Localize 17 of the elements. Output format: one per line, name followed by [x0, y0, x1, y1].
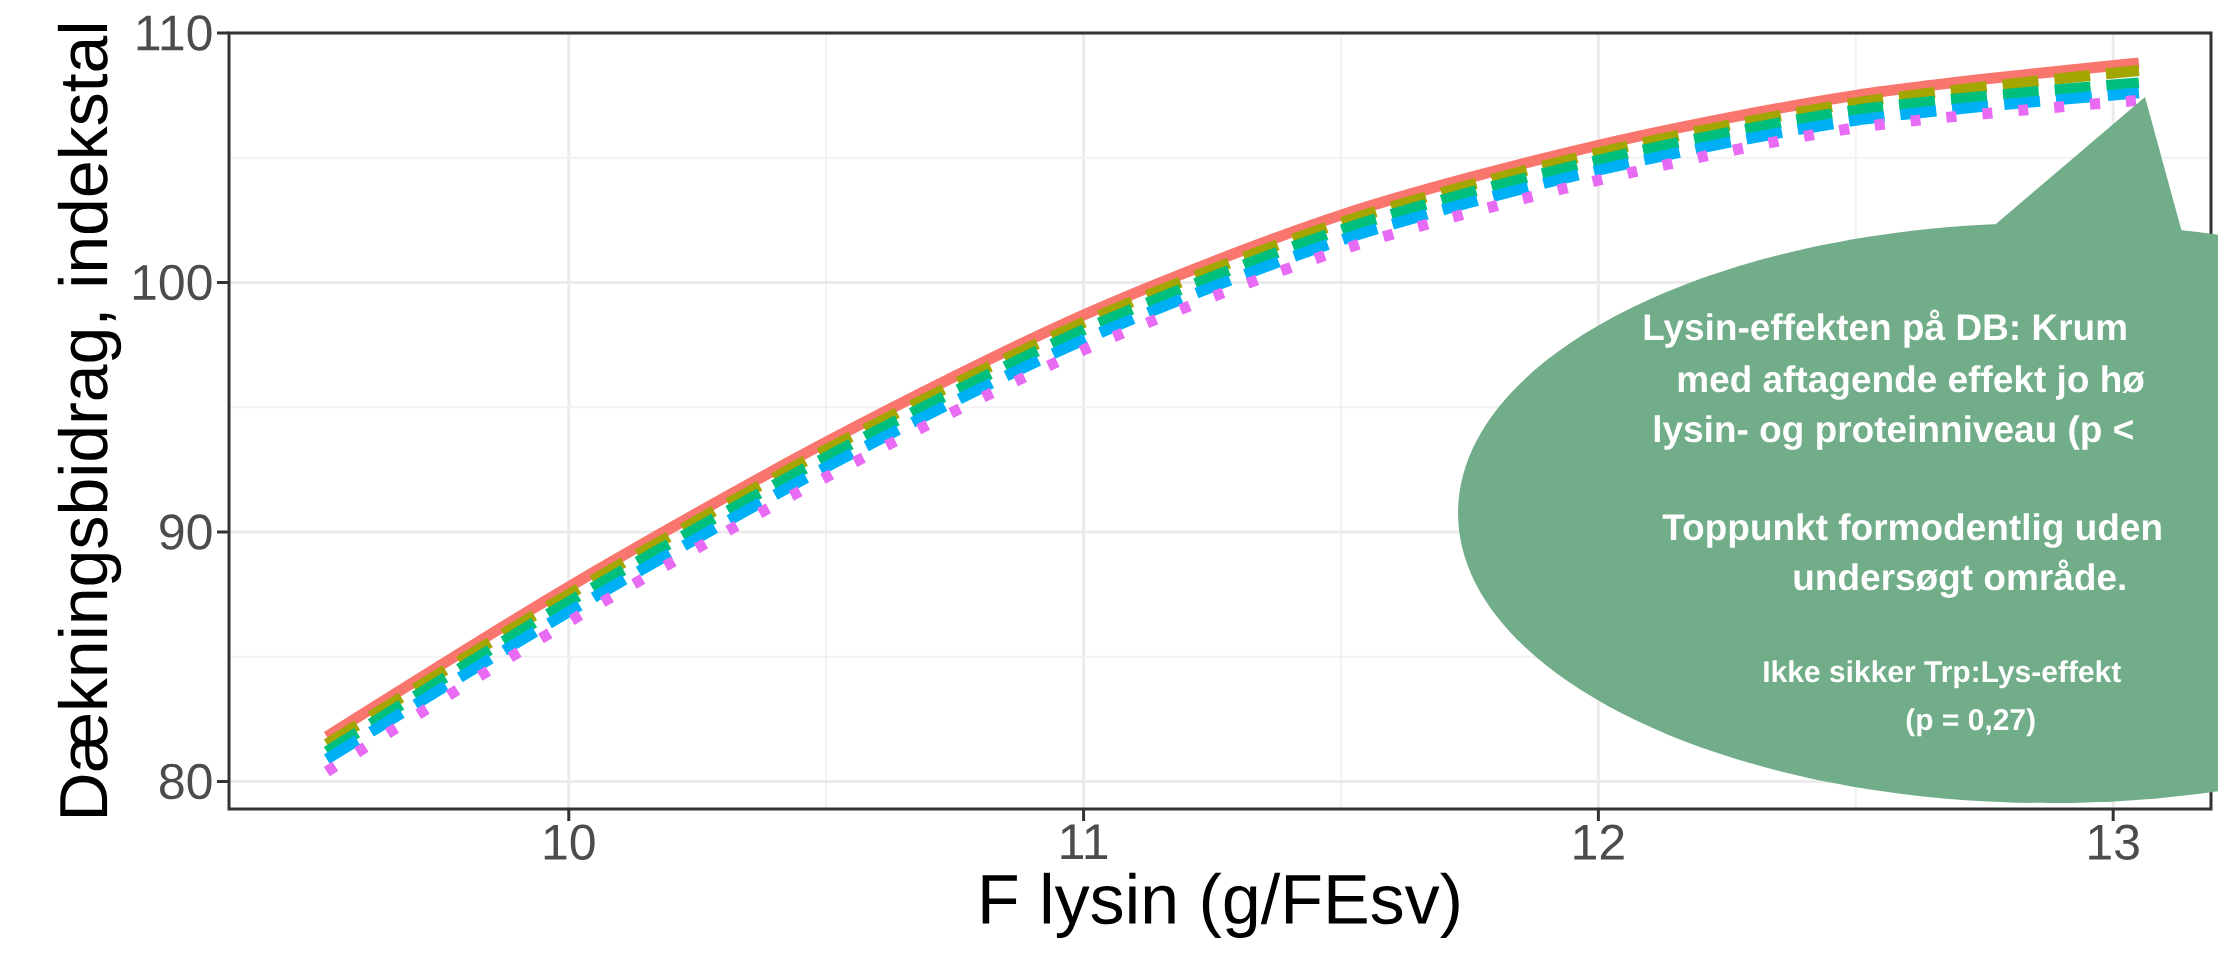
y-tick-label: 110 — [137, 15, 212, 51]
annotation: undersøgt område. — [1794, 559, 2125, 598]
x-tick-label: 11 — [1061, 824, 1108, 859]
annotation: Toppunkt formodentlig uden — [1662, 513, 2161, 548]
x-tick-label: 13 — [2089, 824, 2139, 860]
y-tick-label: 90 — [160, 514, 212, 550]
annotation: med aftagende effekt jo hø — [1678, 365, 2145, 400]
x-tick-label: 12 — [1574, 824, 1624, 860]
x-tick-label: 10 — [544, 824, 595, 860]
y-tick-label: 100 — [133, 264, 212, 301]
annotation: Lysin-effekten på DB: Krum — [1644, 309, 2126, 348]
annotation: (p = 0,27) — [1906, 708, 2035, 737]
annotation: lysin- og proteinniveau (p < — [1654, 415, 2133, 450]
y-axis-title: Dækningsbidrag, indekstal — [57, 25, 122, 817]
annotation: Ikke sikker Trp:Lys-effekt — [1764, 660, 2121, 689]
y-tick-label: 80 — [160, 763, 212, 800]
x-axis-title: F lysin (g/FEsv) — [982, 872, 1459, 939]
